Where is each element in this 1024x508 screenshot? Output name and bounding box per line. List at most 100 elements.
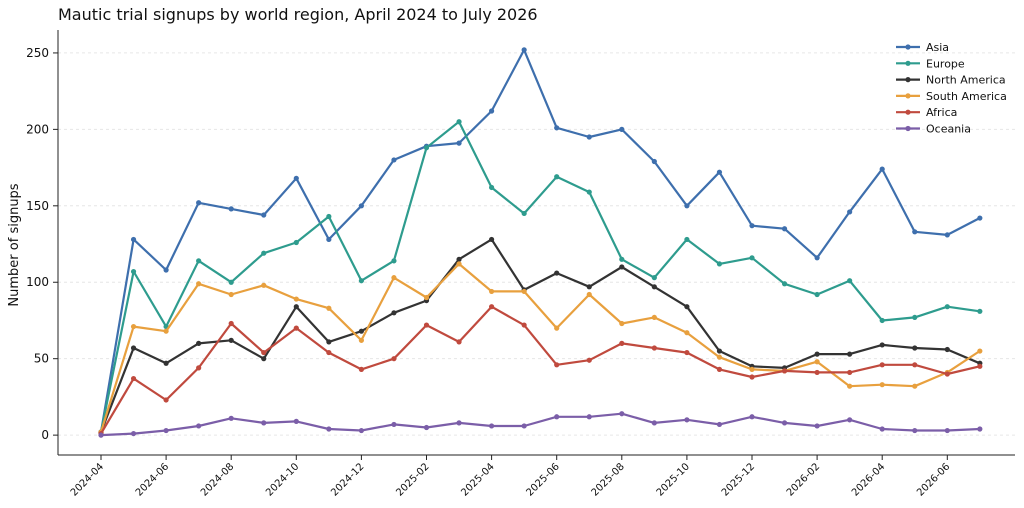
- series-south-america: [98, 261, 983, 435]
- data-point: [163, 427, 169, 434]
- data-point: [293, 175, 299, 181]
- data-point: [326, 305, 332, 311]
- data-point: [586, 284, 592, 290]
- x-tick-label: 2024-10: [264, 461, 301, 498]
- x-tick-label: 2025-02: [394, 461, 431, 498]
- data-point: [293, 296, 299, 302]
- data-point: [326, 339, 332, 345]
- data-point: [977, 426, 983, 432]
- data-point: [456, 339, 462, 345]
- data-point: [358, 328, 364, 334]
- legend-marker: [905, 44, 911, 50]
- data-point: [130, 323, 137, 330]
- data-point: [489, 288, 495, 295]
- data-point: [977, 348, 983, 354]
- data-point: [847, 369, 853, 376]
- x-tick-label: 2026-06: [915, 461, 952, 498]
- y-axis-label: Number of signups: [7, 183, 22, 306]
- data-point: [716, 354, 723, 360]
- series-asia: [98, 47, 983, 435]
- series-line: [99, 120, 980, 433]
- data-point: [814, 291, 820, 298]
- data-point: [847, 209, 853, 215]
- data-point: [879, 362, 885, 368]
- data-point: [130, 375, 137, 382]
- data-point: [814, 369, 820, 376]
- x-tick-label: 2026-02: [785, 461, 822, 498]
- data-point: [684, 330, 690, 336]
- data-point: [912, 314, 918, 321]
- data-point: [423, 322, 430, 328]
- data-point: [261, 282, 267, 288]
- legend-label: Africa: [926, 106, 957, 119]
- x-tick-label: 2024-08: [199, 461, 236, 498]
- data-point: [716, 169, 723, 175]
- data-point: [619, 256, 625, 262]
- chart-title: Mautic trial signups by world region, Ap…: [58, 5, 538, 24]
- y-tick-label: 150: [26, 199, 49, 213]
- y-axis-ticks: 0 50 100 150 200 250: [26, 46, 58, 442]
- x-axis-ticks: 2024-04 2024-06 2024-08 2024-10 2024-12 2025-…: [69, 455, 952, 499]
- data-point: [716, 366, 723, 372]
- data-point: [358, 337, 364, 343]
- series-oceania: [98, 411, 983, 438]
- data-point: [912, 345, 918, 351]
- series-line: [99, 238, 981, 433]
- data-point: [163, 397, 169, 403]
- data-point: [651, 284, 657, 290]
- data-point: [554, 125, 560, 131]
- data-point: [749, 223, 755, 229]
- data-point: [684, 417, 690, 423]
- data-point: [98, 432, 104, 438]
- data-point: [879, 342, 885, 348]
- data-point: [684, 203, 690, 209]
- data-point: [293, 325, 299, 331]
- data-point: [912, 229, 918, 235]
- data-point: [456, 261, 462, 267]
- legend-item: Europe: [896, 57, 965, 70]
- data-point: [456, 256, 462, 262]
- data-point: [391, 310, 397, 316]
- x-tick-label: 2025-10: [655, 461, 692, 498]
- data-point: [879, 317, 885, 324]
- legend-marker: [905, 60, 911, 66]
- data-point: [651, 420, 657, 426]
- y-tick-label: 50: [34, 352, 49, 366]
- series-line: [100, 305, 981, 435]
- data-point: [326, 349, 332, 356]
- data-point: [847, 278, 853, 284]
- data-point: [879, 426, 885, 432]
- series-line: [99, 262, 981, 433]
- series-north-america: [98, 236, 983, 435]
- series-lines: [98, 47, 983, 438]
- data-point: [196, 423, 202, 429]
- data-point: [651, 345, 657, 351]
- data-point: [358, 278, 364, 284]
- x-tick-label: 2024-12: [329, 461, 366, 498]
- data-point: [554, 174, 560, 180]
- data-point: [749, 366, 755, 372]
- data-point: [228, 279, 234, 285]
- data-point: [912, 362, 918, 368]
- data-point: [554, 414, 560, 420]
- data-point: [456, 420, 462, 426]
- series-line: [100, 412, 980, 437]
- data-point: [814, 359, 820, 365]
- data-point: [391, 421, 397, 428]
- data-point: [944, 304, 950, 310]
- data-point: [586, 134, 592, 140]
- data-point: [619, 411, 625, 417]
- legend-marker: [905, 77, 911, 83]
- data-point: [261, 212, 267, 218]
- data-point: [163, 267, 169, 273]
- data-point: [456, 119, 462, 125]
- data-point: [489, 304, 495, 310]
- data-point: [489, 236, 495, 243]
- legend-marker: [905, 109, 911, 115]
- data-point: [651, 158, 657, 165]
- data-point: [521, 322, 527, 328]
- data-point: [554, 362, 560, 368]
- data-point: [977, 215, 983, 221]
- legend-label: Asia: [926, 41, 949, 54]
- data-point: [847, 351, 853, 357]
